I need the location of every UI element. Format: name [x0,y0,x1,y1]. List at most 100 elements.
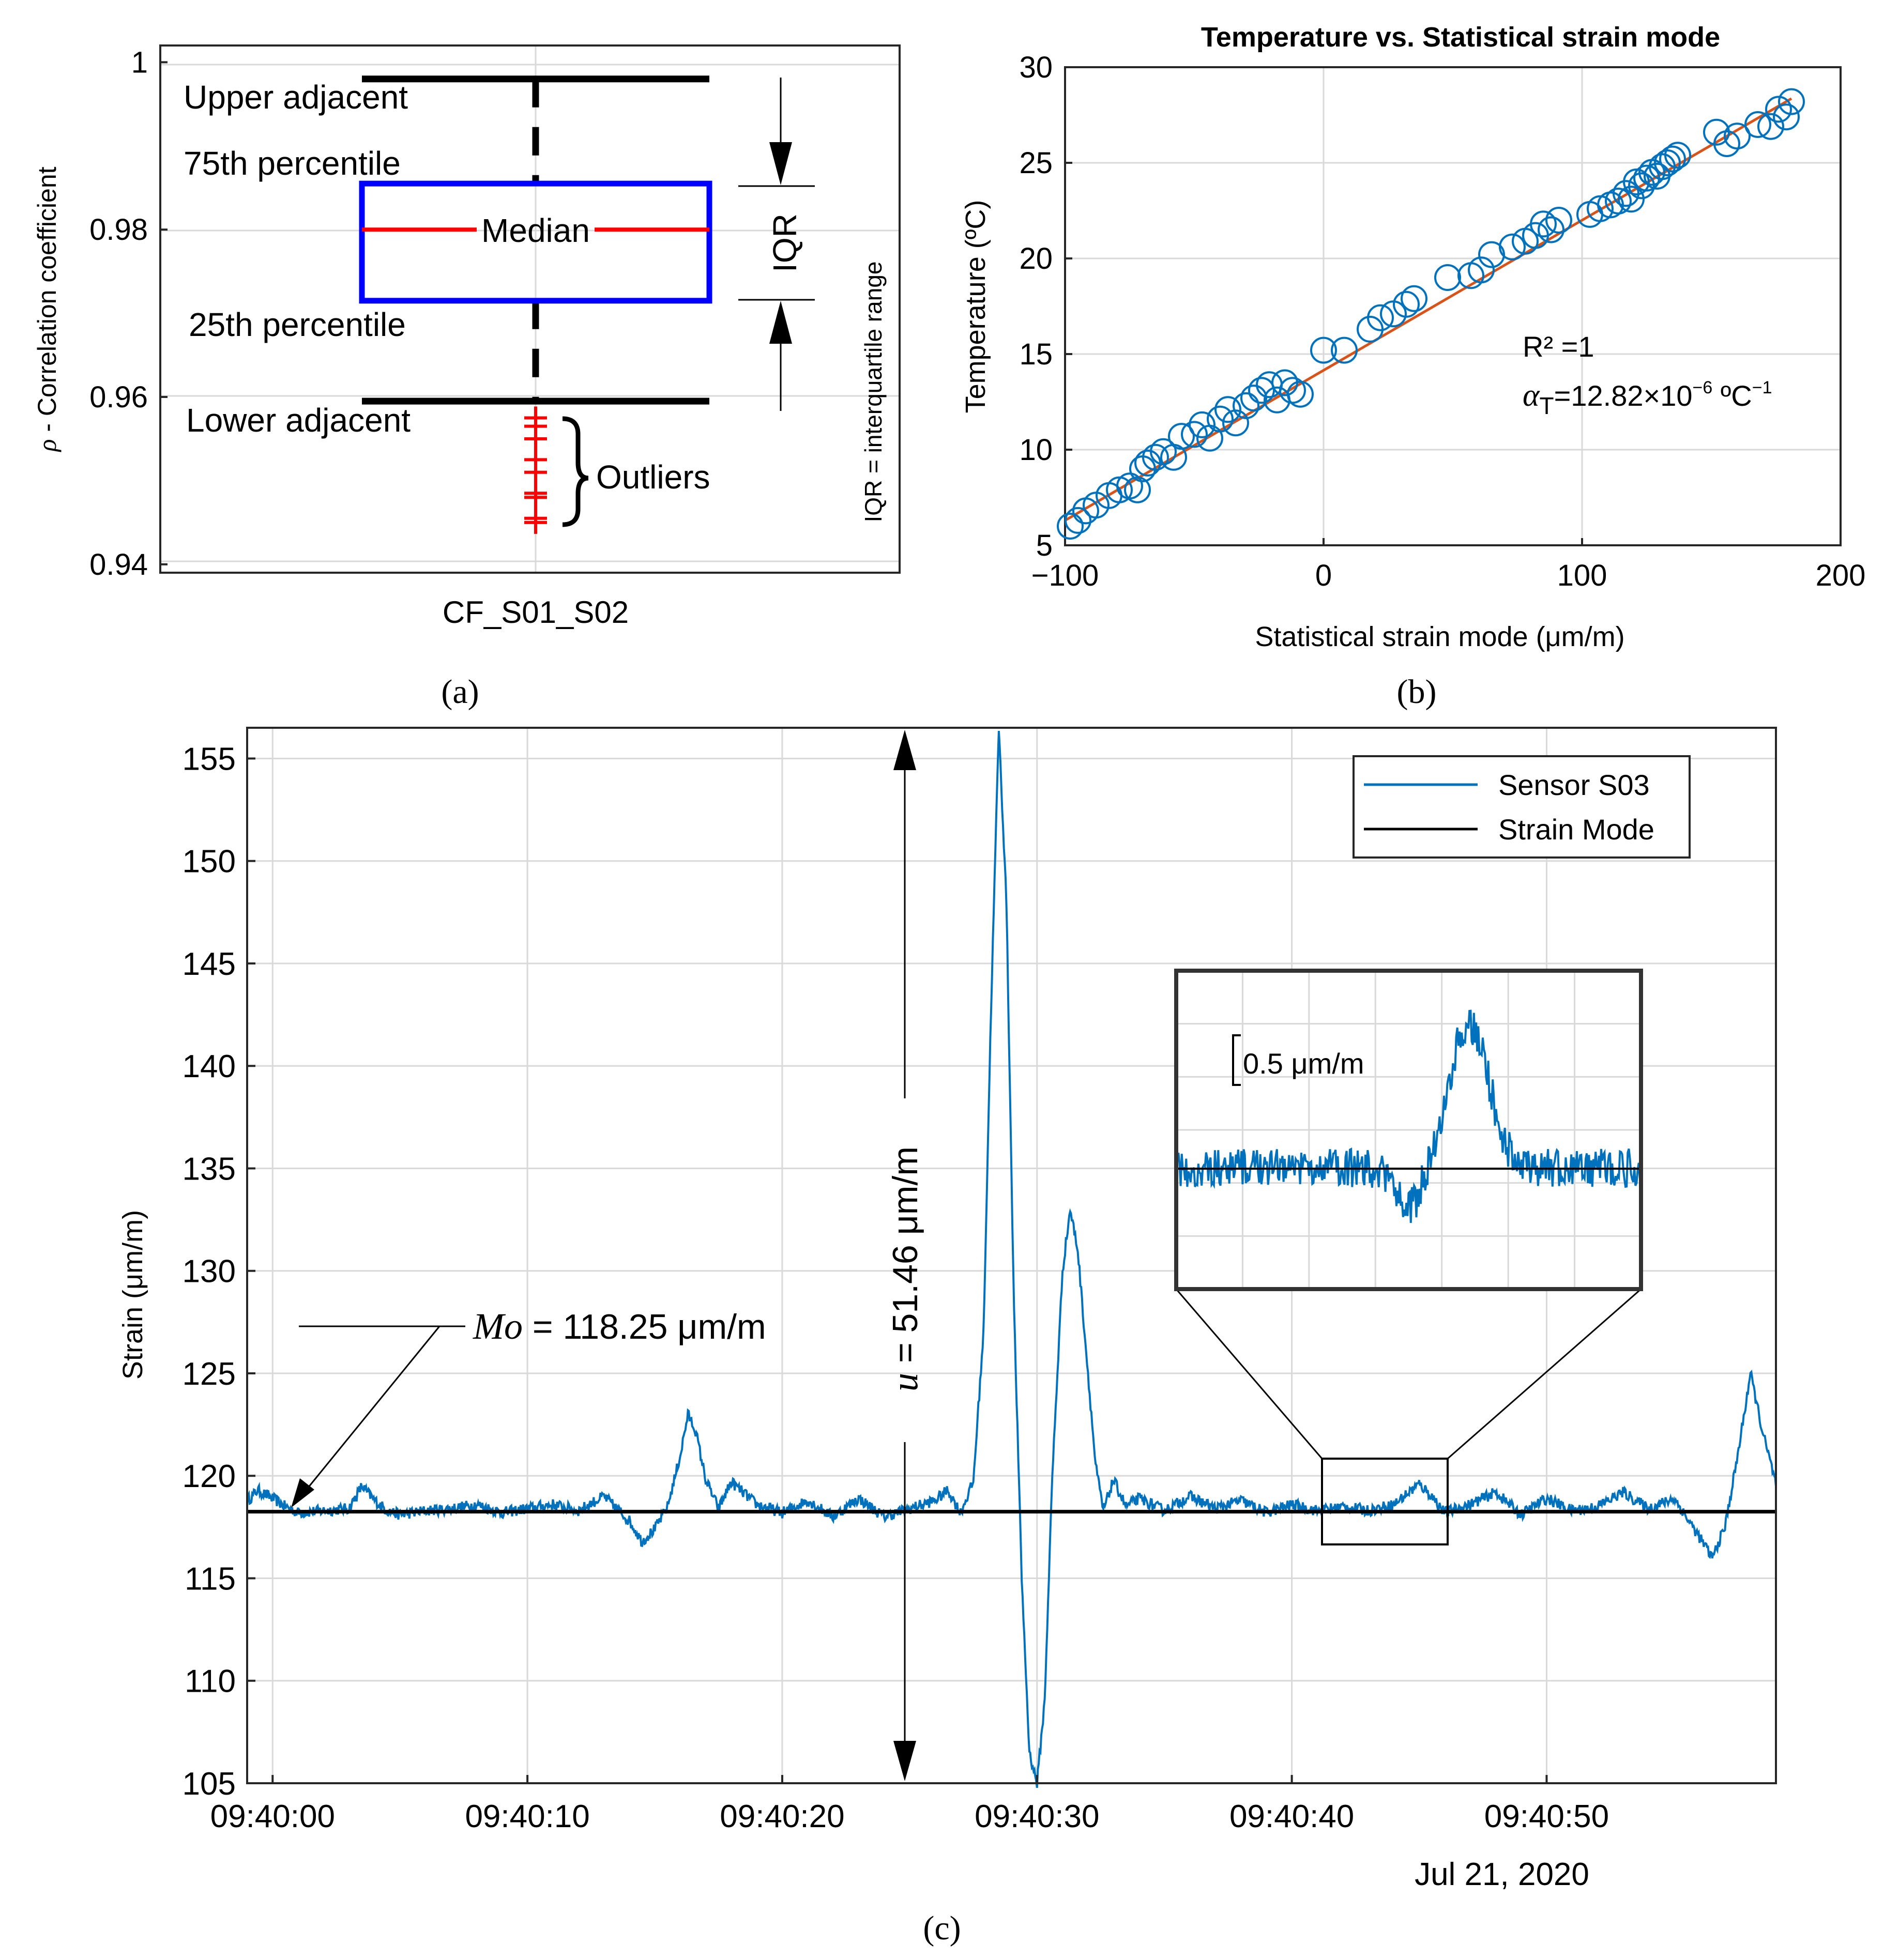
median-label: Median [481,212,590,249]
scatter-point [1434,264,1461,291]
mode-label: Mo = 118.25 μm/m [473,1306,766,1347]
scatter-point [1287,380,1314,408]
panel-b-x-axis-label: Statistical strain mode (μm/m) [1255,621,1624,652]
panel-b-y-axis-label: Temperature (ºC) [960,200,991,414]
scatter-point [1240,385,1267,412]
panel-c-ticks: 09:40:00 09:40:10 09:40:20 09:40:30 09:40:40… [183,741,1609,1834]
scatter-point [1618,186,1645,213]
scatter-point [1545,207,1572,234]
panel-c-y-tick-label: 110 [185,1664,236,1699]
panel-b-axes-box [1064,66,1842,546]
panel-b-y-tick-label: 20 [1019,242,1053,275]
scatter-point [1778,88,1805,115]
date-label: Jul 21, 2020 [1415,1857,1589,1892]
scatter-point [1222,409,1249,437]
panel-c-time-series: 09:40:00 09:40:10 09:40:20 09:40:30 09:40:40… [117,727,1777,1947]
range-arrow-up-icon [893,730,916,770]
scatter-point [1065,507,1091,534]
panel-c-y-axis-label: Strain (μm/m) [117,1210,148,1380]
panel-a-y-tick-label: 0.98 [89,213,148,247]
panel-c-y-tick-label: 120 [183,1459,236,1494]
panel-b-ticks: −100 0 100 200 5 10 15 20 25 30 [1019,51,1865,592]
panel-c-y-tick-label: 125 [183,1356,236,1392]
panel-a-y-tick-label: 1 [131,45,148,79]
scatter-point [1765,96,1792,123]
panel-a-axes-box [159,44,901,574]
scatter-point [1331,336,1358,364]
inset-box [1174,969,1643,1291]
panel-c-y-tick-label: 150 [183,844,236,880]
panel-c-y-tick-label: 130 [183,1254,236,1290]
panel-b-y-tick-label: 25 [1019,146,1053,180]
scatter-point [1659,145,1686,173]
r-squared-label: R² =1 [1523,330,1594,363]
lower-adjacent-label: Lower adjacent [186,402,411,439]
scatter-point [1538,216,1564,243]
panel-c-x-tick-label: 09:40:30 [975,1799,1099,1834]
legend: Sensor S03 Strain Mode [1353,755,1691,859]
panel-c-y-tick-label: 135 [183,1151,236,1187]
range-arrow-down-icon [893,1741,916,1781]
rho-symbol: ρ [33,439,62,453]
sensor-s03-line [246,730,1777,1788]
inset: 0.5 μm/m [1174,969,1643,1545]
panel-a-box-plot: 0.94 0.96 0.98 1 Upper adjacent 75th percen… [33,44,901,711]
legend-box [1353,755,1691,859]
panel-a-y-axis-text: - Correlation coefficient [33,166,62,439]
alpha-label: αT=12.82×10−6 ºC−1 [1523,378,1772,419]
legend-sensor-label: Sensor S03 [1498,769,1650,801]
outliers-brace-icon [562,416,589,527]
inset-trace [1175,1009,1642,1223]
panel-b-x-tick-label: 200 [1816,559,1866,592]
iqr-label: IQR [766,213,803,272]
scatter-point [1233,392,1259,419]
range-label: u = 51.46 μm/m [884,1146,925,1391]
scatter-point [1499,233,1526,261]
panel-b-y-tick-label: 5 [1036,529,1053,562]
range-annotation: u = 51.46 μm/m [884,730,925,1781]
scatter-point [1628,172,1655,200]
range-value: = 51.46 μm/m [886,1146,925,1373]
panel-b-x-tick-label: 0 [1315,559,1332,592]
panel-b-x-tick-label: −100 [1031,559,1099,592]
zoom-region-box [1321,1458,1449,1545]
scatter-point [1401,285,1427,312]
mode-arrow-icon [291,1478,314,1508]
panel-c-caption: (c) [923,1909,961,1947]
inset-scale-bar [1232,1034,1241,1086]
iqr-note: IQR = interquartile range [860,262,887,523]
outliers-label: Outliers [596,458,710,496]
iqr-annotation: IQR IQR = interquartile range [738,78,887,523]
scatter-point [1530,210,1557,238]
scatter-point [1189,411,1216,438]
panel-c-series [246,730,1777,1788]
inset-scale-label: 0.5 μm/m [1243,1047,1364,1080]
panel-b-title: Temperature vs. Statistical strain mode [1201,22,1720,53]
scatter-point [1773,103,1800,131]
scatter-point [1168,423,1195,450]
alpha-value: =12.82×10 [1554,379,1693,412]
outlier-marker [524,511,547,534]
panel-c-y-tick-label: 115 [185,1561,236,1597]
scatter-point [1724,122,1751,150]
panel-a-y-tick-label: 0.96 [89,380,148,414]
panel-a-category-label: CF_S01_S02 [443,595,629,630]
scatter-point [1393,290,1420,318]
panel-c-x-tick-label: 09:40:10 [465,1799,589,1834]
panel-c-y-tick-label: 140 [183,1049,236,1084]
panel-c-axes-box [246,727,1777,1784]
panel-b-caption: (b) [1397,673,1437,711]
scatter-points [1057,88,1805,540]
panel-c-y-tick-label: 145 [183,946,236,982]
scatter-point [1310,336,1337,364]
panel-a-y-tick-label: 0.94 [89,548,148,581]
panel-c-x-tick-label: 09:40:00 [210,1799,335,1834]
panel-c-y-tick-label: 155 [183,741,236,777]
mode-symbol: Mo [473,1306,523,1347]
mode-value: = 118.25 μm/m [523,1307,766,1346]
q3-label: 75th percentile [184,145,401,182]
panel-b-scatter-plot: Temperature vs. Statistical strain mode … [960,22,1865,711]
panel-b-y-tick-label: 15 [1019,338,1053,371]
panel-c-x-tick-label: 09:40:50 [1484,1799,1609,1834]
